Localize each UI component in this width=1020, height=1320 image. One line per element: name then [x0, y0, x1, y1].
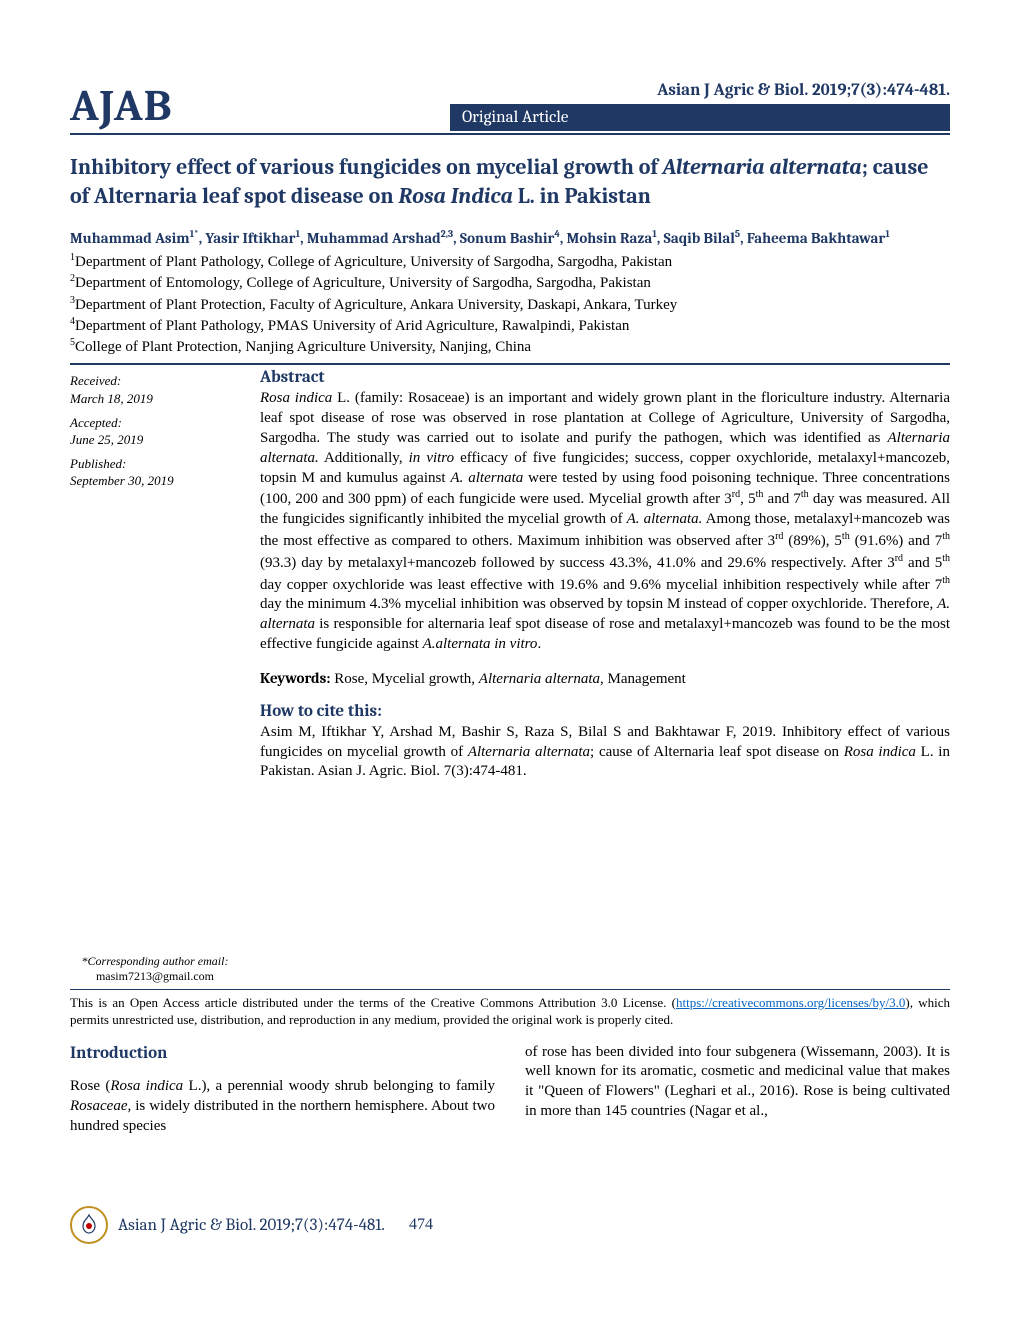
- intro-col-right: of rose has been divided into four subge…: [525, 1043, 950, 1137]
- intro-text-right: of rose has been divided into four subge…: [525, 1043, 950, 1122]
- affiliation-5: 5College of Plant Protection, Nanjing Ag…: [70, 336, 950, 357]
- footer-logo-icon: [70, 1206, 108, 1244]
- title-underline: [70, 133, 950, 135]
- affiliations: 1Department of Plant Pathology, College …: [70, 251, 950, 357]
- received-label: Received:: [70, 372, 240, 390]
- keywords-text: Rose, Mycelial growth, Alternaria altern…: [330, 671, 685, 687]
- affiliation-2: 2Department of Entomology, College of Ag…: [70, 272, 950, 293]
- journal-logo: AJAB: [70, 80, 173, 131]
- authors-list: Muhammad Asim1*, Yasir Iftikhar1, Muhamm…: [70, 228, 950, 247]
- license-before: This is an Open Access article distribut…: [70, 995, 676, 1010]
- divider-top: [70, 363, 950, 365]
- keywords-label: Keywords:: [260, 669, 330, 687]
- published-label: Published:: [70, 455, 240, 473]
- published-value: September 30, 2019: [70, 472, 240, 490]
- accepted-label: Accepted:: [70, 414, 240, 432]
- corresponding-label: *Corresponding author email:: [70, 954, 240, 969]
- affiliation-1: 1Department of Plant Pathology, College …: [70, 251, 950, 272]
- cite-heading: How to cite this:: [260, 702, 950, 721]
- license-text: This is an Open Access article distribut…: [70, 995, 950, 1029]
- affiliation-4: 4Department of Plant Pathology, PMAS Uni…: [70, 315, 950, 336]
- license-link[interactable]: https://creativecommons.org/licenses/by/…: [676, 995, 905, 1010]
- header-row: AJAB Asian J Agric & Biol. 2019;7(3):474…: [70, 80, 950, 131]
- corresponding-author: *Corresponding author email: masim7213@g…: [70, 954, 240, 984]
- intro-text-left: Rose (Rosa indica L.), a perennial woody…: [70, 1077, 495, 1136]
- main-section: Received: March 18, 2019 Accepted: June …: [70, 368, 950, 983]
- left-column: Received: March 18, 2019 Accepted: June …: [70, 368, 240, 983]
- footer-page: 474: [409, 1216, 433, 1234]
- intro-col-left: Introduction Rose (Rosa indica L.), a pe…: [70, 1043, 495, 1137]
- introduction-heading: Introduction: [70, 1043, 495, 1065]
- footer: Asian J Agric & Biol. 2019;7(3):474-481.…: [70, 1206, 950, 1244]
- introduction-section: Introduction Rose (Rosa indica L.), a pe…: [70, 1043, 950, 1137]
- header-citation: Asian J Agric & Biol. 2019;7(3):474-481.: [450, 81, 950, 100]
- dates-block: Received: March 18, 2019 Accepted: June …: [70, 372, 240, 495]
- article-title: Inhibitory effect of various fungicides …: [70, 153, 950, 210]
- divider-mid: [70, 989, 950, 990]
- abstract-heading: Abstract: [260, 368, 950, 387]
- corresponding-email: masim7213@gmail.com: [70, 969, 240, 984]
- received-value: March 18, 2019: [70, 390, 240, 408]
- header-right: Asian J Agric & Biol. 2019;7(3):474-481.…: [450, 81, 950, 131]
- accepted-value: June 25, 2019: [70, 431, 240, 449]
- cite-text: Asim M, Iftikhar Y, Arshad M, Bashir S, …: [260, 723, 950, 782]
- article-type: Original Article: [450, 104, 950, 131]
- affiliation-3: 3Department of Plant Protection, Faculty…: [70, 294, 950, 315]
- abstract-text: Rosa indica L. (family: Rosaceae) is an …: [260, 389, 950, 654]
- keywords-line: Keywords: Rose, Mycelial growth, Alterna…: [260, 669, 950, 688]
- right-column: Abstract Rosa indica L. (family: Rosacea…: [260, 368, 950, 983]
- footer-citation: Asian J Agric & Biol. 2019;7(3):474-481.: [118, 1216, 385, 1235]
